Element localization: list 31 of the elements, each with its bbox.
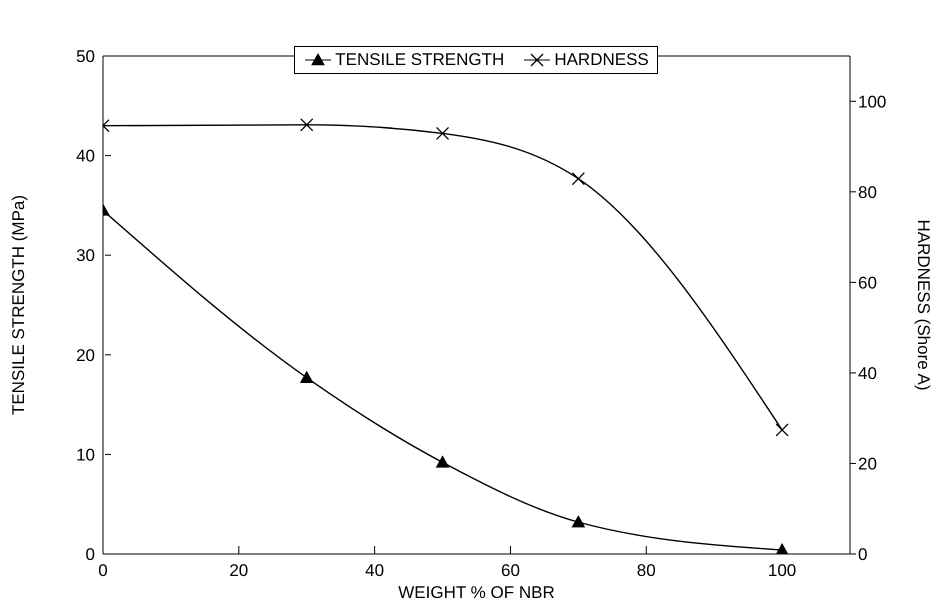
x-tick-label: 40 [365, 561, 384, 580]
y2-tick-label: 60 [858, 273, 877, 292]
x-tick-label: 0 [98, 561, 108, 580]
y2-axis-title: HARDNESS (Shore A) [914, 220, 933, 390]
y-tick-label: 40 [76, 146, 95, 166]
x-tick-label: 100 [768, 561, 796, 580]
y2-tick-label: 20 [858, 454, 877, 474]
legend-label: TENSILE STRENGTH [335, 50, 504, 70]
y-tick-label: 20 [76, 346, 95, 365]
x-tick-label: 60 [500, 561, 520, 580]
point [572, 172, 586, 186]
x-tick-label: 20 [229, 561, 248, 580]
y-tick-label: 0 [86, 545, 95, 564]
point [775, 423, 789, 437]
point [300, 371, 314, 384]
y-tick-label: 50 [76, 47, 95, 66]
x-tick-label: 80 [636, 561, 656, 580]
point [436, 456, 450, 468]
y-tick-label: 30 [76, 246, 95, 266]
y-axis-title: TENSILE STRENGTH (MPa) [9, 194, 28, 416]
y-tick-label: 10 [76, 445, 95, 464]
point [572, 516, 585, 528]
x-axis-title: WEIGHT % OF NBR [398, 583, 555, 602]
y2-tick-label: 100 [858, 92, 886, 112]
point [436, 126, 450, 140]
y2-tick-label: 0 [858, 545, 868, 564]
point [776, 544, 789, 554]
y2-tick-label: 80 [858, 182, 877, 202]
point [300, 118, 314, 132]
y2-tick-label: 40 [858, 364, 877, 383]
legend-label: HARDNESS [554, 50, 649, 70]
